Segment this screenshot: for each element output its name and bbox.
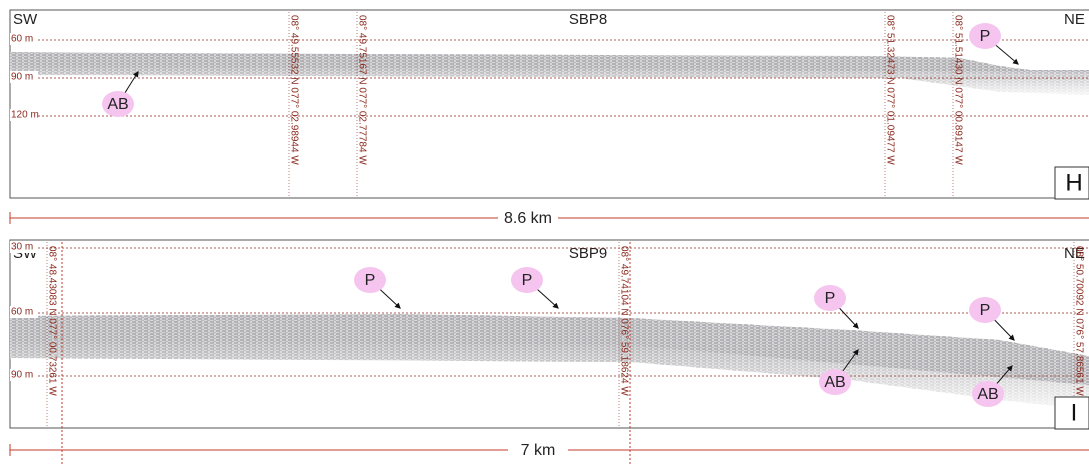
coordinate-label: 08° 49.75167 N 077° 02.77784 W — [356, 15, 367, 165]
profile-name: SBP9 — [569, 245, 607, 262]
marker-label: P — [980, 302, 991, 319]
coordinate-label: 08° 50.70092 N 076° 57.86561 W — [1073, 246, 1084, 396]
profile-name: SBP8 — [569, 11, 607, 28]
marker-bubble — [972, 381, 1004, 407]
depth-label: 60 m — [11, 307, 33, 318]
coordinate-label: 08° 48.43083 N 077° 00.73261 W — [46, 246, 57, 396]
depth-label: 90 m — [11, 370, 33, 381]
scale-label-bg — [508, 440, 568, 460]
depth-label-bg — [10, 306, 38, 318]
seismic-band — [10, 314, 1089, 410]
marker-bubble — [819, 369, 851, 395]
depth-label: 120 m — [11, 110, 39, 121]
depth-label-bg — [10, 109, 38, 121]
marker-label: AB — [107, 96, 128, 113]
depth-label-bg — [10, 369, 38, 381]
seismic-fade — [10, 66, 1089, 95]
marker-label: P — [365, 272, 376, 289]
panel-letter: I — [1071, 399, 1078, 426]
panel-letter-box — [1054, 166, 1089, 200]
panel-letter-box — [1054, 396, 1089, 430]
scale-label: 7 km — [521, 442, 556, 459]
scale-label-bg — [498, 208, 558, 228]
depth-label-bg — [10, 71, 38, 83]
panel-letter: H — [1065, 169, 1082, 196]
seismic-fade — [10, 340, 1089, 410]
marker-bubble — [354, 267, 386, 293]
coordinate-label: 08° 51.51430 N 077° 00.89147 W — [952, 15, 963, 165]
end-label: NE — [1064, 245, 1085, 262]
coordinate-label: 08° 51.32473 N 077° 01.09477 W — [884, 15, 895, 165]
panel-frame — [9, 9, 1089, 199]
depth-label: 30 m — [11, 242, 33, 253]
marker-label: P — [825, 290, 836, 307]
coordinate-label: 08° 49.55532 N 077° 02.98944 W — [288, 15, 299, 165]
depth-label: 90 m — [11, 72, 33, 83]
marker-label: AB — [824, 374, 845, 391]
depth-label: 60 m — [11, 34, 33, 45]
marker-bubble — [969, 297, 1001, 323]
scale-label: 8.6 km — [504, 210, 552, 227]
depth-label-bg — [10, 241, 38, 253]
depth-label-bg — [10, 33, 38, 45]
marker-label: P — [522, 272, 533, 289]
marker-bubble — [814, 285, 846, 311]
marker-label: AB — [977, 386, 998, 403]
coordinate-label: 08° 49.74104 N 076° 59.18624 W — [618, 246, 629, 396]
marker-label: P — [980, 28, 991, 45]
start-label: SW — [13, 11, 38, 28]
marker-bubble — [511, 267, 543, 293]
marker-bubble — [102, 91, 134, 117]
end-label: NE — [1064, 11, 1085, 28]
marker-bubble — [969, 23, 1001, 49]
